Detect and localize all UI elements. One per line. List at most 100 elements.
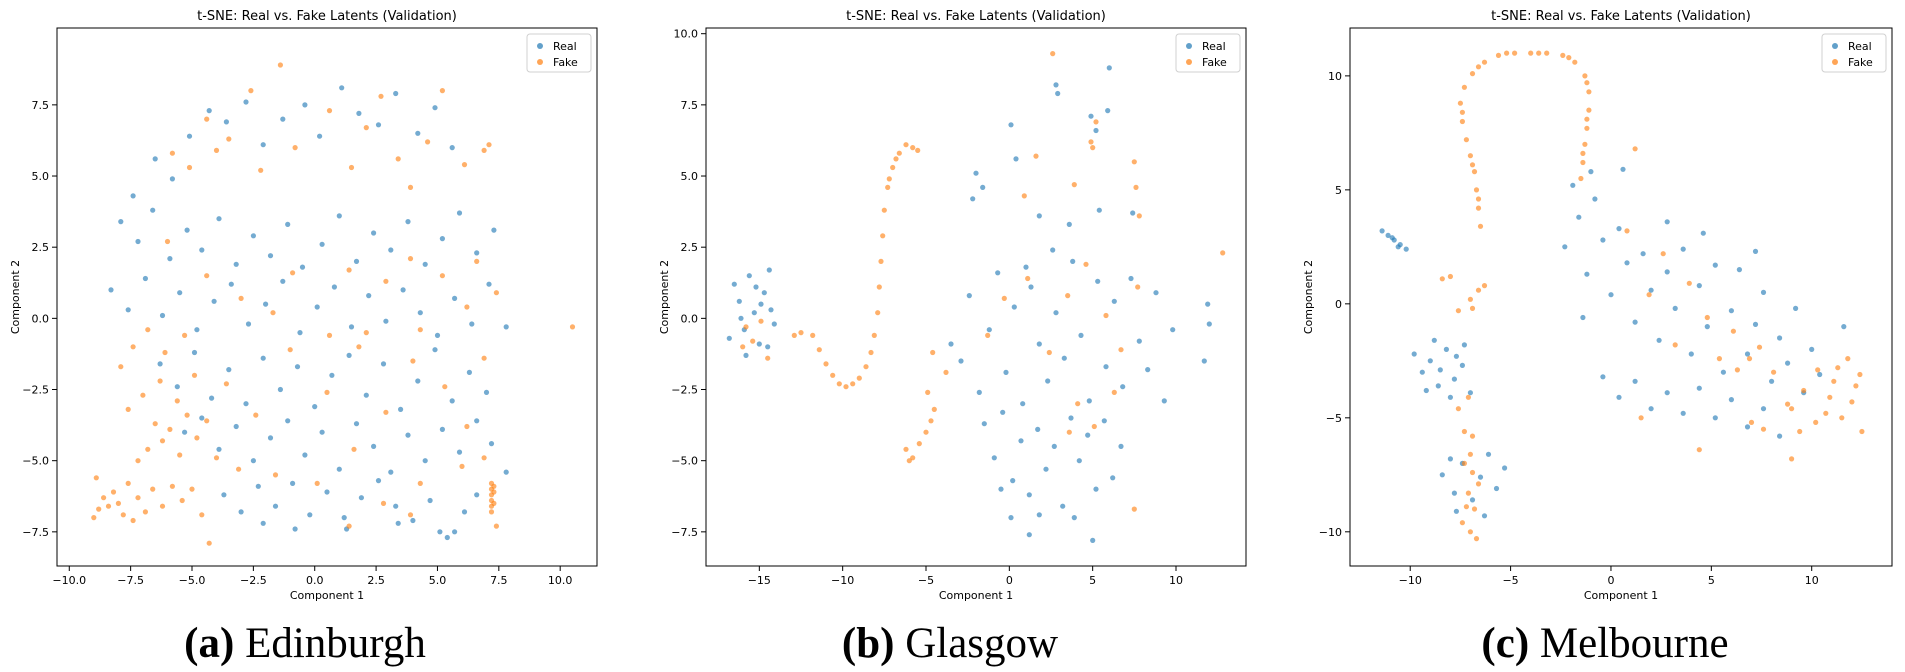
point-fake bbox=[1455, 406, 1461, 412]
point-fake bbox=[442, 384, 448, 390]
point-fake bbox=[223, 381, 229, 387]
point-real bbox=[211, 298, 217, 304]
point-real bbox=[267, 253, 274, 259]
point-fake bbox=[1475, 205, 1482, 211]
point-real bbox=[1145, 367, 1151, 373]
point-real bbox=[199, 247, 205, 253]
point-fake bbox=[1580, 159, 1586, 166]
point-fake bbox=[1459, 109, 1465, 115]
point-fake bbox=[1093, 119, 1099, 125]
point-fake bbox=[885, 184, 891, 190]
point-real bbox=[1111, 298, 1117, 304]
point-real bbox=[177, 290, 183, 296]
point-fake bbox=[791, 332, 797, 338]
point-real bbox=[375, 122, 382, 128]
point-fake bbox=[1797, 428, 1803, 435]
point-real bbox=[1036, 341, 1042, 347]
point-fake bbox=[96, 506, 102, 512]
legend: Real Fake bbox=[526, 33, 592, 73]
point-real bbox=[758, 301, 764, 307]
point-real bbox=[329, 372, 335, 378]
point-fake bbox=[1220, 250, 1226, 256]
point-fake bbox=[1033, 153, 1039, 159]
point-real bbox=[1008, 122, 1014, 128]
x-axis-label: Component 1 bbox=[939, 589, 1013, 602]
point-real bbox=[1760, 406, 1767, 412]
point-real bbox=[267, 435, 274, 441]
point-fake bbox=[1584, 116, 1590, 122]
point-real bbox=[1053, 310, 1059, 316]
point-real bbox=[1010, 478, 1016, 484]
point-fake bbox=[880, 233, 886, 239]
legend-label-fake: Fake bbox=[553, 56, 578, 69]
legend: Real Fake bbox=[1175, 33, 1241, 73]
point-real bbox=[206, 108, 212, 114]
point-real bbox=[731, 281, 737, 287]
point-real bbox=[491, 227, 497, 233]
point-fake bbox=[105, 503, 112, 509]
x-tick-label: 5 bbox=[1089, 574, 1096, 587]
point-fake bbox=[1815, 367, 1821, 373]
point-fake bbox=[491, 489, 497, 495]
point-real bbox=[1493, 485, 1500, 492]
point-real bbox=[434, 332, 441, 338]
point-fake bbox=[1827, 394, 1833, 400]
point-fake bbox=[1789, 406, 1795, 412]
point-fake bbox=[206, 540, 212, 546]
point-fake bbox=[1463, 504, 1469, 510]
point-real bbox=[1736, 267, 1742, 273]
point-real bbox=[948, 341, 954, 347]
point-real bbox=[1068, 415, 1074, 421]
point-fake bbox=[1756, 344, 1763, 350]
point-fake bbox=[871, 332, 877, 338]
point-real bbox=[1437, 367, 1443, 373]
point-fake bbox=[1118, 347, 1124, 353]
point-real bbox=[260, 520, 266, 526]
point-real bbox=[761, 290, 767, 296]
point-fake bbox=[1103, 312, 1109, 319]
point-real bbox=[1817, 371, 1823, 378]
point-real bbox=[1648, 287, 1654, 293]
point-fake bbox=[896, 150, 902, 156]
point-real bbox=[336, 466, 342, 472]
point-real bbox=[1008, 515, 1014, 521]
point-real bbox=[1439, 472, 1445, 478]
point-fake bbox=[1638, 415, 1644, 421]
caption-a: (a) Edinburgh bbox=[155, 619, 455, 668]
x-tick-label: 10 bbox=[1169, 574, 1183, 587]
point-fake bbox=[910, 455, 916, 461]
point-fake bbox=[164, 238, 171, 245]
point-real bbox=[1078, 332, 1084, 338]
point-real bbox=[400, 287, 406, 293]
point-fake bbox=[1439, 276, 1445, 282]
point-real bbox=[292, 526, 298, 532]
point-fake bbox=[1050, 51, 1056, 57]
caption-b: (b) Glasgow bbox=[800, 619, 1100, 668]
point-real bbox=[209, 395, 215, 401]
point-real bbox=[398, 406, 404, 412]
point-fake bbox=[1025, 275, 1031, 282]
point-fake bbox=[93, 475, 99, 481]
point-fake bbox=[425, 139, 431, 145]
point-real bbox=[250, 233, 256, 239]
point-real bbox=[415, 378, 421, 384]
point-real bbox=[1453, 508, 1459, 514]
point-real bbox=[380, 361, 387, 367]
point-real bbox=[1502, 465, 1508, 471]
point-fake bbox=[758, 318, 764, 324]
point-fake bbox=[383, 409, 389, 415]
point-fake bbox=[1461, 428, 1467, 435]
point-real bbox=[461, 509, 468, 515]
point-fake bbox=[226, 136, 232, 142]
point-fake bbox=[464, 423, 470, 430]
point-real bbox=[331, 284, 337, 290]
point-real bbox=[738, 315, 744, 321]
point-real bbox=[223, 119, 229, 125]
x-tick-label: −7.5 bbox=[117, 574, 144, 587]
point-fake bbox=[916, 441, 922, 447]
point-real bbox=[986, 327, 992, 333]
point-real bbox=[194, 327, 200, 333]
point-fake bbox=[1459, 520, 1465, 526]
point-fake bbox=[569, 324, 576, 330]
point-real bbox=[1580, 314, 1586, 321]
